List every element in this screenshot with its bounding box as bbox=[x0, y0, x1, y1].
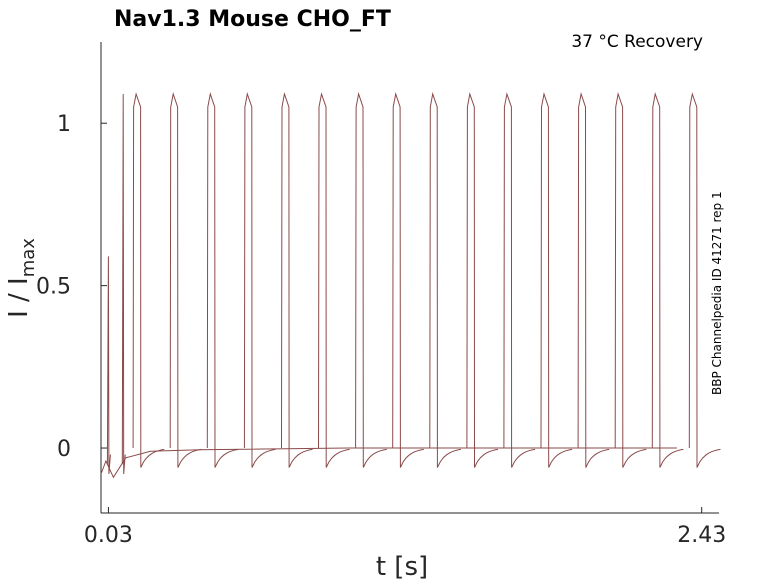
x-axis-label: t [s] bbox=[376, 552, 428, 582]
test-pulse bbox=[614, 92, 647, 468]
test-pulse bbox=[503, 92, 536, 468]
test-pulse bbox=[318, 92, 350, 468]
chart-title: Nav1.3 Mouse CHO_FT bbox=[114, 7, 391, 32]
test-pulse bbox=[281, 92, 313, 468]
x-tick-label: 0.03 bbox=[84, 523, 133, 548]
test-pulse bbox=[466, 92, 499, 468]
baseline-trace bbox=[100, 447, 677, 479]
chart-subtitle: 37 °C Recovery bbox=[571, 32, 703, 52]
y-axis-label-main: I / I bbox=[4, 277, 34, 318]
test-pulse bbox=[392, 92, 424, 468]
y-tick-label: 0 bbox=[57, 437, 71, 462]
test-pulse bbox=[132, 92, 165, 468]
y-ticks: 00.51 bbox=[36, 112, 107, 462]
y-tick-label: 1 bbox=[57, 112, 71, 137]
trace-group bbox=[100, 92, 721, 479]
x-ticks: 0.03 2.43 bbox=[84, 507, 726, 548]
x-tick-label: 2.43 bbox=[677, 523, 726, 548]
test-pulse bbox=[540, 92, 573, 468]
test-pulse bbox=[688, 92, 721, 468]
conditioning-peak bbox=[106, 256, 111, 475]
test-pulse bbox=[206, 92, 239, 468]
test-pulse bbox=[355, 92, 387, 468]
y-tick-label: 0.5 bbox=[36, 275, 71, 300]
test-pulse bbox=[169, 92, 202, 468]
test-pulse bbox=[651, 92, 684, 468]
test-pulse bbox=[577, 92, 610, 468]
y-axis-label-sub: max bbox=[18, 238, 39, 278]
side-note: BBP Channelpedia ID 41271 rep 1 bbox=[710, 191, 724, 395]
test-pulse bbox=[429, 92, 461, 468]
conditioning-peak bbox=[121, 93, 126, 475]
y-axis-label: I / Imax bbox=[4, 238, 39, 318]
test-pulse bbox=[243, 92, 276, 468]
